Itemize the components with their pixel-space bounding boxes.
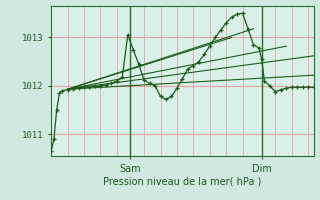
X-axis label: Pression niveau de la mer( hPa ): Pression niveau de la mer( hPa ) [103,176,261,186]
